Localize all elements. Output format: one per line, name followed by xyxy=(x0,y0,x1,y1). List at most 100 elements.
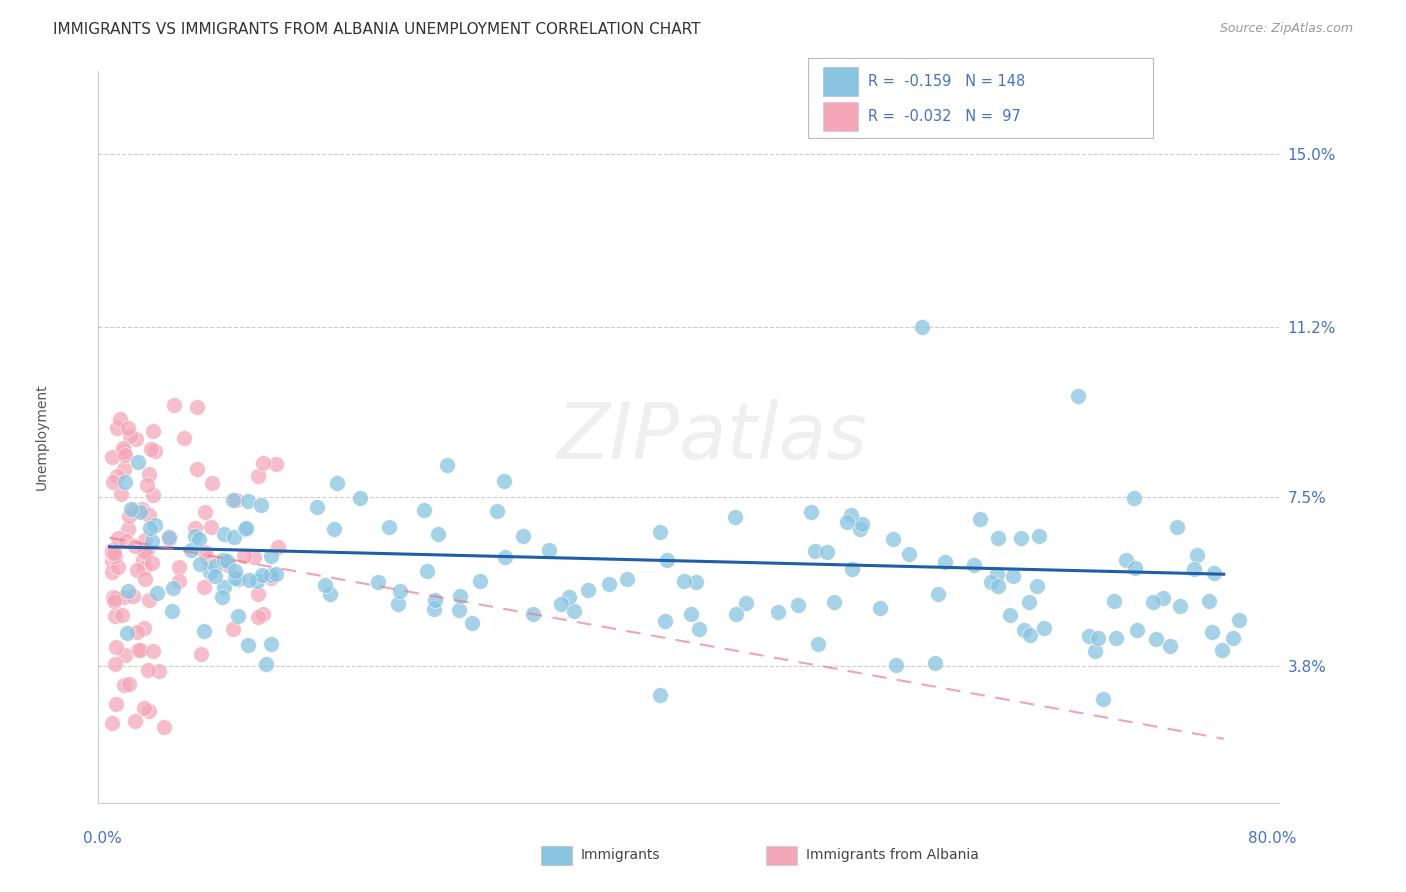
Text: Source: ZipAtlas.com: Source: ZipAtlas.com xyxy=(1219,22,1353,36)
Point xyxy=(134,561,156,575)
Point xyxy=(217,553,239,567)
Point xyxy=(110,487,132,501)
Point xyxy=(211,591,233,605)
Point xyxy=(118,429,141,443)
Point xyxy=(425,593,447,607)
Point xyxy=(217,558,239,573)
Point xyxy=(193,624,215,638)
Point xyxy=(537,543,560,558)
Point xyxy=(118,508,141,523)
Point xyxy=(173,432,195,446)
Point xyxy=(367,574,389,589)
Point xyxy=(898,547,921,561)
Point xyxy=(724,510,747,524)
Point xyxy=(1002,568,1025,582)
Point xyxy=(1152,591,1174,605)
Point xyxy=(724,607,747,622)
Text: IMMIGRANTS VS IMMIGRANTS FROM ALBANIA UNEMPLOYMENT CORRELATION CHART: IMMIGRANTS VS IMMIGRANTS FROM ALBANIA UN… xyxy=(53,22,702,37)
Point xyxy=(264,457,287,471)
Point xyxy=(187,533,209,547)
Point xyxy=(224,530,246,544)
Point xyxy=(461,616,484,631)
Point xyxy=(127,642,149,657)
Point xyxy=(550,598,572,612)
Point xyxy=(107,559,129,574)
Point xyxy=(233,522,256,536)
Point xyxy=(1105,631,1128,645)
Point xyxy=(105,468,128,483)
Point xyxy=(823,595,845,609)
Point xyxy=(101,542,124,557)
Point xyxy=(322,522,344,536)
Point xyxy=(236,493,259,508)
Point xyxy=(254,657,277,671)
Point xyxy=(162,581,184,595)
Point xyxy=(1198,594,1220,608)
Point xyxy=(927,587,949,601)
Point xyxy=(111,607,134,622)
Point xyxy=(200,565,222,579)
Text: R =  -0.032   N =  97: R = -0.032 N = 97 xyxy=(868,109,1021,124)
Point xyxy=(267,540,290,554)
Point xyxy=(190,647,212,661)
Point xyxy=(654,614,676,628)
Point xyxy=(260,568,283,582)
Point xyxy=(146,586,169,600)
Point xyxy=(934,555,956,569)
Point xyxy=(193,580,215,594)
Point xyxy=(212,527,235,541)
Point xyxy=(101,554,124,568)
Point xyxy=(134,620,156,634)
Point xyxy=(492,474,515,488)
Point xyxy=(557,590,579,604)
Point xyxy=(232,549,254,563)
Point xyxy=(1202,566,1225,580)
Point xyxy=(238,573,260,587)
Point xyxy=(987,532,1010,546)
Point xyxy=(804,544,827,558)
Point xyxy=(118,677,141,691)
Point xyxy=(226,572,249,586)
Point xyxy=(882,532,904,546)
Point xyxy=(247,587,270,601)
Point xyxy=(180,543,202,558)
Point xyxy=(1123,561,1146,575)
Point xyxy=(1084,644,1107,658)
Point xyxy=(114,475,136,489)
Point xyxy=(184,528,207,542)
Point xyxy=(998,607,1021,622)
Point xyxy=(436,458,458,473)
Point xyxy=(422,601,444,615)
Point xyxy=(117,421,139,435)
Point xyxy=(987,579,1010,593)
Point xyxy=(734,596,756,610)
Point xyxy=(650,688,672,702)
Point xyxy=(679,607,702,621)
Point xyxy=(246,574,269,588)
Point xyxy=(136,478,159,492)
Point xyxy=(247,468,270,483)
Point xyxy=(1028,529,1050,543)
Point xyxy=(349,491,371,506)
Text: 80.0%: 80.0% xyxy=(1249,831,1296,846)
Point xyxy=(125,625,148,640)
Point xyxy=(449,590,471,604)
Point xyxy=(128,505,150,519)
Point xyxy=(1144,632,1167,647)
Point xyxy=(138,521,160,535)
Point xyxy=(117,523,139,537)
Point xyxy=(1067,389,1090,403)
Point xyxy=(226,609,249,624)
Point xyxy=(104,591,127,605)
Point xyxy=(222,622,245,636)
Point xyxy=(132,700,155,714)
Text: Immigrants from Albania: Immigrants from Albania xyxy=(806,848,979,863)
Point xyxy=(911,320,934,334)
Point xyxy=(117,584,139,599)
Point xyxy=(260,636,283,650)
Point xyxy=(447,603,470,617)
Point xyxy=(152,720,174,734)
Point xyxy=(688,622,710,636)
Point xyxy=(120,501,142,516)
Point xyxy=(1187,548,1209,562)
